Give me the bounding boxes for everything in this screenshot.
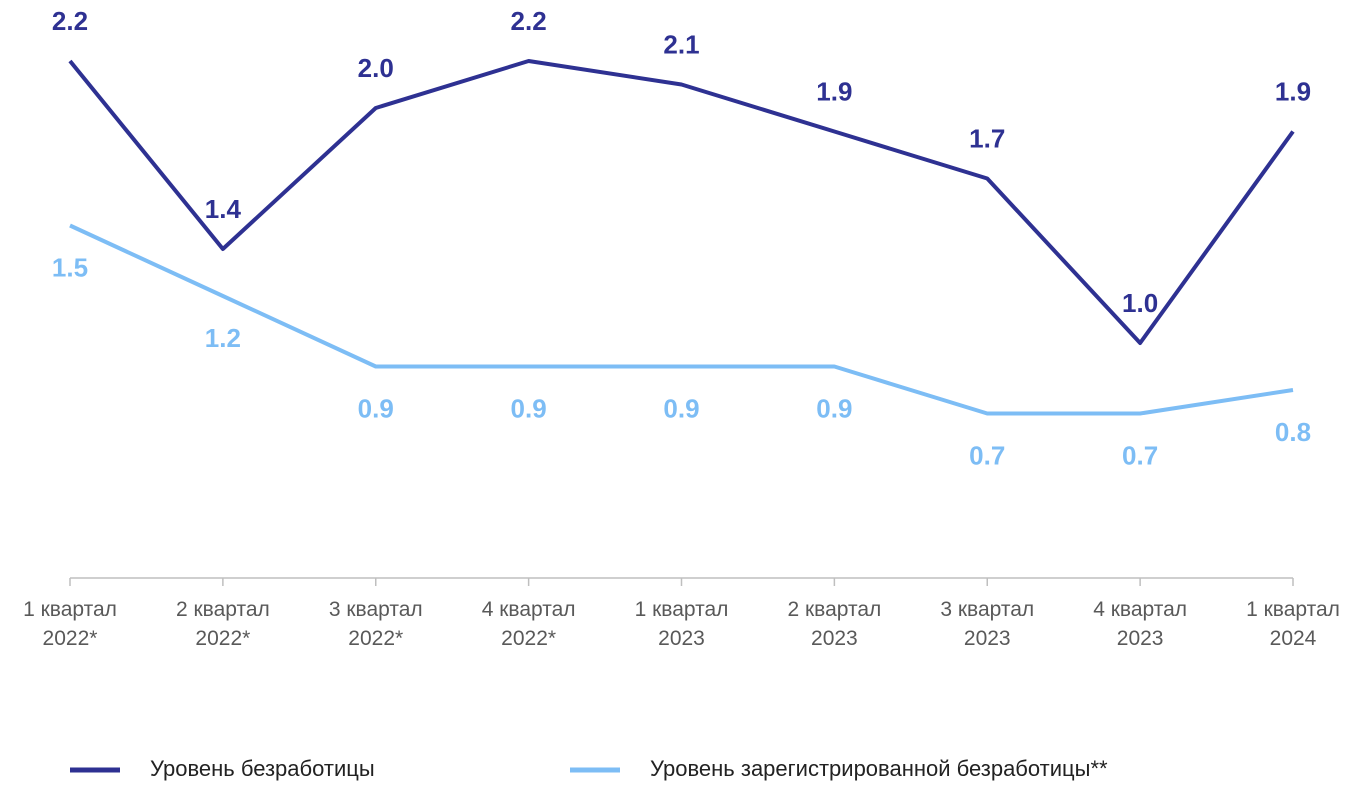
x-tick-label-line: 1 квартал: [635, 598, 729, 621]
data-label: 0.7: [1122, 440, 1158, 470]
data-label: 0.9: [511, 393, 547, 423]
data-label: 1.4: [205, 194, 242, 224]
data-label: 1.9: [816, 76, 852, 106]
x-tick-label-line: 4 квартал: [1093, 598, 1187, 621]
x-tick-label-line: 2022*: [43, 627, 98, 650]
data-label: 1.2: [205, 323, 241, 353]
data-label: 0.9: [816, 393, 852, 423]
x-tick-label-line: 2 квартал: [787, 598, 881, 621]
x-tick-label-line: 2023: [1117, 627, 1164, 650]
data-label: 1.5: [52, 252, 88, 282]
data-label: 0.9: [663, 393, 699, 423]
x-tick-label: 4 квартал 2023: [1093, 598, 1187, 650]
x-tick-label: 1 квартал 2022*: [23, 598, 117, 650]
x-tick-label: 3 квартал 2022*: [329, 598, 423, 650]
data-label: 2.1: [663, 29, 699, 59]
data-label: 2.0: [358, 53, 394, 83]
x-tick-label-line: 2 квартал: [176, 598, 270, 621]
data-label: 1.9: [1275, 76, 1311, 106]
x-tick-label: 4 квартал 2022*: [482, 598, 576, 650]
x-tick-label-line: 2023: [811, 627, 858, 650]
x-tick-label: 2 квартал 2022*: [176, 598, 270, 650]
x-tick-label-line: 2023: [658, 627, 705, 650]
data-label: 2.2: [511, 6, 547, 36]
series-line: [68, 59, 1295, 345]
x-tick-label-line: 3 квартал: [329, 598, 423, 621]
x-tick-label-line: 2022*: [348, 627, 403, 650]
x-tick-label-line: 1 квартал: [23, 598, 117, 621]
x-tick-label: 1 квартал 2023: [635, 598, 729, 650]
data-label: 2.2: [52, 6, 88, 36]
data-label: 1.7: [969, 123, 1005, 153]
data-label: 1.0: [1122, 288, 1158, 318]
x-tick-label-line: 2023: [964, 627, 1011, 650]
x-tick-label-line: 2022*: [501, 627, 556, 650]
x-tick-label: 1 квартал 2024: [1246, 598, 1340, 650]
data-label: 0.9: [358, 393, 394, 423]
legend-label: Уровень безработицы: [150, 756, 375, 781]
series-line: [69, 223, 1294, 416]
legend-label: Уровень зарегистрированной безработицы**: [650, 756, 1108, 781]
x-tick-label-line: 3 квартал: [940, 598, 1034, 621]
x-tick-label-line: 4 квартал: [482, 598, 576, 621]
data-label: 0.8: [1275, 417, 1311, 447]
x-tick-label: 2 квартал 2023: [787, 598, 881, 650]
x-tick-label: 3 квартал 2023: [940, 598, 1034, 650]
data-label: 0.7: [969, 440, 1005, 470]
x-tick-label-line: 2024: [1270, 627, 1317, 650]
x-tick-label-line: 1 квартал: [1246, 598, 1340, 621]
x-tick-label-line: 2022*: [195, 627, 250, 650]
